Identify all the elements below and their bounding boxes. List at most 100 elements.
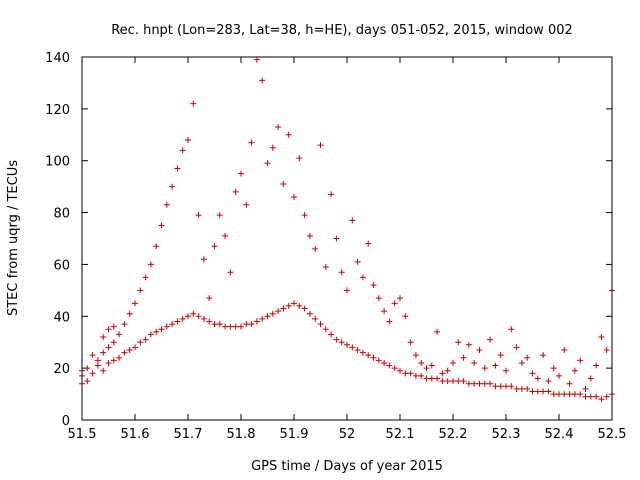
data-point-marker xyxy=(471,380,478,387)
data-point-marker xyxy=(222,232,229,239)
chart-title: Rec. hnpt (Lon=283, Lat=38, h=HE), days … xyxy=(111,23,573,38)
data-point-marker xyxy=(465,341,472,348)
data-point-marker xyxy=(301,305,308,312)
data-point-marker xyxy=(370,354,377,361)
data-point-marker xyxy=(264,160,271,167)
data-point-marker xyxy=(195,313,202,320)
data-point-marker xyxy=(216,321,223,328)
data-point-marker xyxy=(163,201,170,208)
data-point-marker xyxy=(428,362,435,369)
data-point-marker xyxy=(571,391,578,398)
data-point-marker xyxy=(508,383,515,390)
data-point-marker xyxy=(243,321,250,328)
data-point-marker xyxy=(269,310,276,317)
data-point-marker xyxy=(100,367,107,374)
x-axis-label: GPS time / Days of year 2015 xyxy=(251,459,443,474)
data-point-marker xyxy=(593,362,600,369)
x-tick-label: 52.5 xyxy=(598,427,627,442)
data-point-marker xyxy=(238,170,244,177)
y-axis-label: STEC from uqrg / TECUs xyxy=(6,160,21,316)
y-tick-label: 120 xyxy=(45,103,70,118)
data-point-marker xyxy=(370,282,377,289)
data-point-marker xyxy=(333,336,340,343)
data-point-marker xyxy=(169,321,176,328)
data-point-marker xyxy=(169,183,176,190)
data-point-marker xyxy=(540,388,547,395)
y-tick-label: 0 xyxy=(62,414,70,429)
data-point-marker xyxy=(116,354,123,361)
data-point-marker xyxy=(185,136,191,143)
data-point-marker xyxy=(200,315,207,322)
data-point-marker xyxy=(598,396,605,403)
data-point-marker xyxy=(375,357,382,364)
data-point-marker xyxy=(153,243,160,250)
data-point-marker xyxy=(100,334,107,341)
data-point-marker xyxy=(534,375,541,382)
data-point-marker xyxy=(492,383,499,390)
data-point-marker xyxy=(291,194,297,201)
data-point-marker xyxy=(566,391,573,398)
data-point-marker xyxy=(147,261,154,268)
data-point-marker xyxy=(492,362,499,369)
data-point-marker xyxy=(450,378,456,385)
data-point-marker xyxy=(89,370,96,377)
data-point-marker xyxy=(603,393,610,400)
data-point-marker xyxy=(132,344,138,351)
data-point-marker xyxy=(296,155,303,162)
data-point-marker xyxy=(481,365,488,372)
data-point-marker xyxy=(577,357,584,364)
data-point-marker xyxy=(503,367,509,374)
data-point-marker xyxy=(566,380,573,387)
data-point-marker xyxy=(407,370,414,377)
y-tick-label: 140 xyxy=(45,51,70,66)
data-point-marker xyxy=(534,388,541,395)
data-point-marker xyxy=(412,372,419,379)
data-point-marker xyxy=(439,378,446,385)
data-point-marker xyxy=(195,212,202,219)
data-point-marker xyxy=(354,346,361,353)
data-point-marker xyxy=(418,372,425,379)
data-point-marker xyxy=(312,245,319,252)
data-point-marker xyxy=(556,372,562,379)
data-point-marker xyxy=(280,181,287,188)
data-point-marker xyxy=(126,310,133,317)
x-tick-label: 52.3 xyxy=(492,427,521,442)
data-point-marker xyxy=(142,274,149,281)
data-point-marker xyxy=(465,380,472,387)
data-point-marker xyxy=(418,359,425,366)
data-point-marker xyxy=(153,328,160,335)
data-point-marker xyxy=(211,321,218,328)
data-point-marker xyxy=(328,191,335,198)
data-point-marker xyxy=(137,287,144,294)
y-tick-labels: 0 20 40 60 80 100 120 140 xyxy=(45,51,70,429)
data-point-marker xyxy=(306,310,313,317)
data-point-marker xyxy=(577,391,584,398)
data-point-marker xyxy=(359,349,366,356)
data-point-marker xyxy=(248,139,255,146)
data-point-marker xyxy=(529,388,536,395)
data-point-marker xyxy=(259,77,266,84)
data-point-marker xyxy=(487,380,494,387)
x-tick-label: 52 xyxy=(339,427,356,442)
data-point-marker xyxy=(455,378,462,385)
data-point-marker xyxy=(248,321,255,328)
data-point-marker xyxy=(89,352,96,359)
data-point-marker xyxy=(524,354,531,361)
data-point-marker xyxy=(264,313,271,320)
data-point-marker xyxy=(158,222,165,229)
data-point-marker xyxy=(291,300,297,307)
x-tick-label: 52.2 xyxy=(439,427,468,442)
data-point-marker xyxy=(110,323,117,330)
data-point-marker xyxy=(206,295,213,302)
data-point-marker xyxy=(163,323,170,330)
data-point-marker xyxy=(423,365,430,372)
data-point-marker xyxy=(550,391,557,398)
data-point-marker xyxy=(354,258,361,265)
data-point-marker xyxy=(116,331,123,338)
data-point-marker xyxy=(450,359,456,366)
data-point-marker xyxy=(550,365,557,372)
data-point-marker xyxy=(100,349,107,356)
data-point-marker xyxy=(269,144,276,151)
data-point-marker xyxy=(185,313,191,320)
data-point-marker xyxy=(190,100,197,107)
